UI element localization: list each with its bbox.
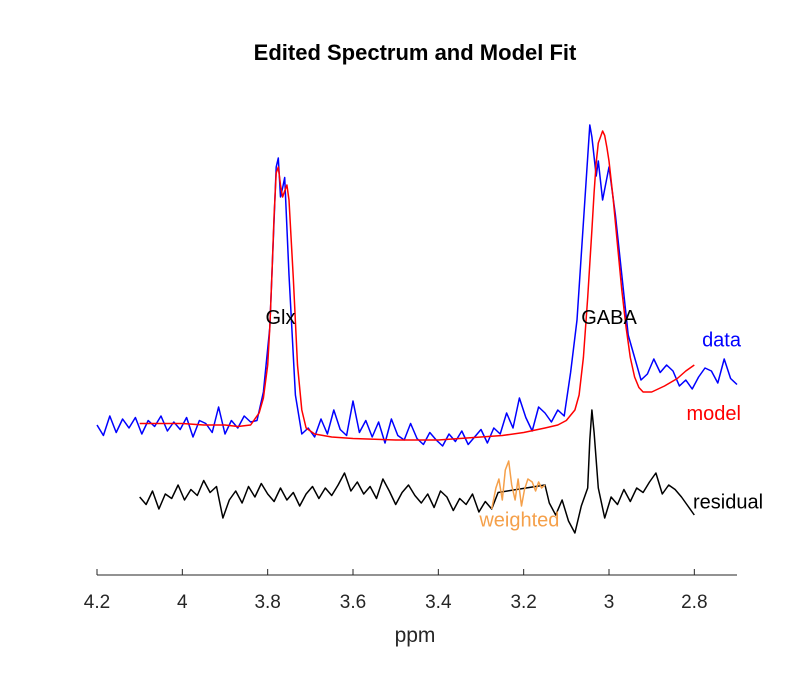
- annotation-glx: Glx: [265, 307, 295, 329]
- x-axis-label: ppm: [395, 624, 436, 647]
- series-line-model: [139, 130, 695, 441]
- x-tick-label: 4: [177, 592, 188, 613]
- x-tick-label: 3.2: [510, 592, 536, 613]
- x-tick-label: 4.2: [84, 592, 110, 613]
- chart-title: Edited Spectrum and Model Fit: [254, 40, 577, 65]
- x-axis: 4.2 4 3.8 3.6 3.4 3.2 3 2.8: [84, 569, 737, 613]
- x-tick-label: 3.8: [254, 592, 280, 613]
- x-tick-label: 2.8: [681, 592, 707, 613]
- annotation-data: data: [702, 329, 742, 351]
- annotation-residual: residual: [693, 491, 763, 513]
- annotation-gaba: GABA: [581, 307, 637, 329]
- series-line-weighted: [490, 460, 546, 510]
- annotation-weighted: weighted: [478, 509, 559, 531]
- series-line-data: [96, 124, 738, 447]
- annotation-model: model: [687, 403, 741, 425]
- x-tick-label: 3.4: [425, 592, 452, 613]
- plot-area: [96, 124, 738, 534]
- x-tick-label: 3: [604, 592, 615, 613]
- series-line-residual: [139, 409, 695, 534]
- annotations: Glx GABA data model residual weighted: [265, 307, 763, 532]
- x-tick-label: 3.6: [340, 592, 366, 613]
